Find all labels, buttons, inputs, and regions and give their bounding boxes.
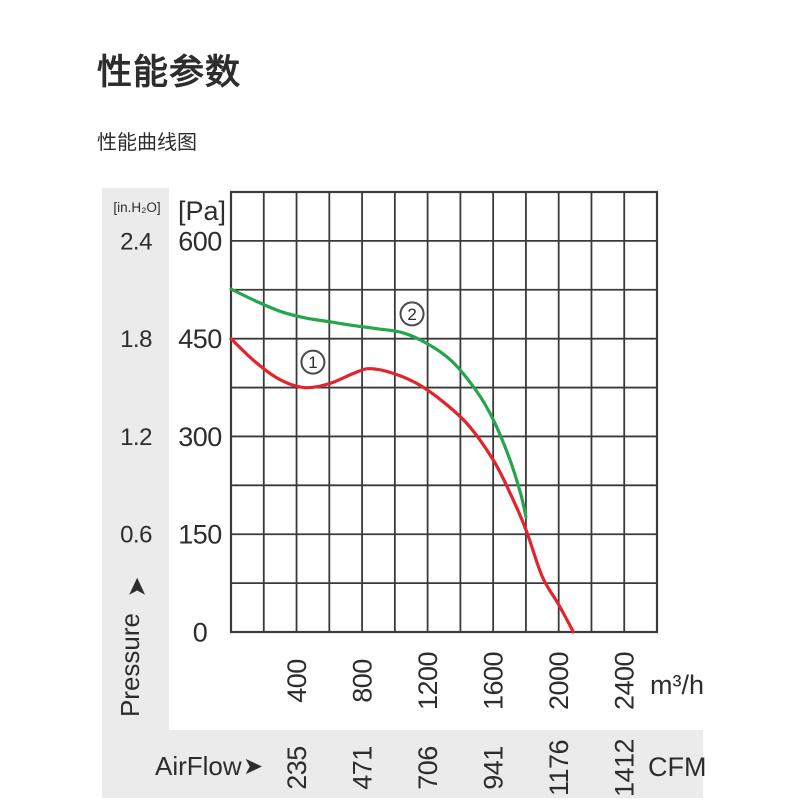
curve-marker-circle-2 — [399, 301, 425, 327]
grid-lines — [229, 190, 659, 634]
pressure-up-arrow-icon: ➤ — [123, 577, 151, 598]
curve-marker-number-2: 2 — [407, 305, 416, 324]
y-tick-inh2o: 2.4 — [120, 228, 152, 255]
x-tick-cfm: 1176 — [544, 740, 574, 796]
pa-unit-label: [Pa] — [178, 196, 226, 226]
y-tick-pa: 150 — [178, 520, 222, 550]
y-tick-pa: 450 — [178, 324, 222, 354]
x-tick-m3h: 2400 — [610, 652, 640, 710]
x-tick-cfm: 471 — [348, 746, 378, 790]
performance-curves — [229, 287, 575, 634]
x-tick-m3h: 1600 — [479, 652, 509, 710]
curve-marker-circle-1 — [300, 349, 326, 375]
x-tick-cfm: 706 — [413, 746, 443, 790]
y-tick-inh2o: 1.2 — [120, 424, 152, 451]
x-tick-cfm: 235 — [282, 746, 312, 790]
cfm-unit-label: CFM — [648, 752, 706, 782]
airflow-axis-strip — [102, 730, 703, 798]
plot-border — [229, 190, 659, 634]
curve-marker-number-1: 1 — [308, 353, 317, 372]
curve-2 — [229, 287, 528, 519]
x-tick-m3h: 2000 — [544, 652, 574, 710]
y-tick-pa: 0 — [193, 618, 208, 648]
airflow-axis-label: AirFlow — [155, 751, 242, 781]
y-tick-pa: 600 — [178, 226, 222, 256]
inh2o-unit-label: [in.H₂O] — [113, 200, 160, 215]
x-tick-m3h: 400 — [282, 659, 312, 703]
x-tick-m3h: 800 — [348, 659, 378, 703]
x-tick-cfm: 941 — [479, 746, 509, 790]
curve-number-markers: 12 — [300, 301, 425, 375]
x-tick-cfm: 1412 — [610, 739, 640, 797]
m3h-unit-label: m³/h — [650, 670, 704, 700]
pressure-axis-label: Pressure — [115, 613, 145, 717]
x-tick-m3h: 1200 — [413, 652, 443, 710]
page-title: 性能参数 — [97, 53, 242, 92]
airflow-right-arrow-icon: ➤ — [243, 753, 263, 780]
y-tick-inh2o: 0.6 — [120, 522, 152, 549]
curve-1 — [229, 337, 575, 634]
axis-tick-labels: 60045030015002.41.81.20.6400235800471120… — [120, 226, 640, 797]
y-tick-pa: 300 — [178, 422, 222, 452]
y-tick-inh2o: 1.8 — [120, 326, 152, 353]
pressure-axis-strip — [102, 188, 169, 798]
chart-subtitle: 性能曲线图 — [97, 132, 197, 154]
